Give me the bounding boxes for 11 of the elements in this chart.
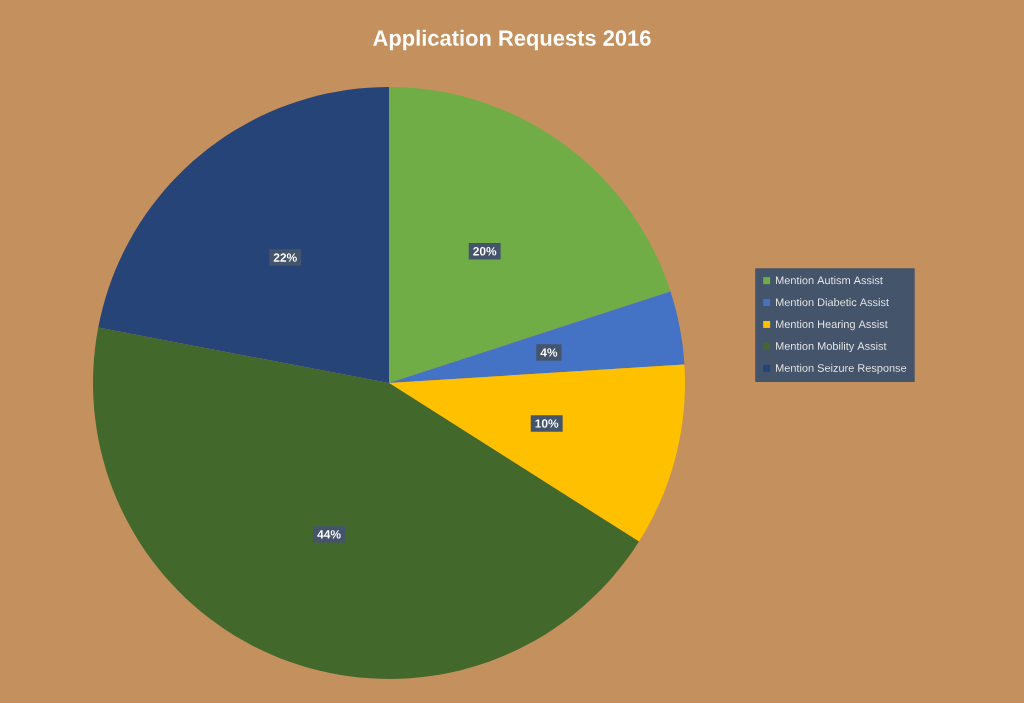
legend-label: Mention Autism Assist xyxy=(776,276,883,285)
chart-title: Application Requests 2016 xyxy=(373,29,651,51)
data-label: 22% xyxy=(273,253,297,262)
data-label: 4% xyxy=(540,348,558,357)
legend-label: Mention Diabetic Assist xyxy=(776,298,889,307)
data-label: 20% xyxy=(473,247,497,256)
data-label: 10% xyxy=(535,419,559,428)
legend-label: Mention Hearing Assist xyxy=(776,320,888,331)
legend-label: Mention Seizure Response xyxy=(776,363,907,375)
legend-label: Mention Mobility Assist xyxy=(776,341,887,353)
data-label: 44% xyxy=(317,530,341,539)
